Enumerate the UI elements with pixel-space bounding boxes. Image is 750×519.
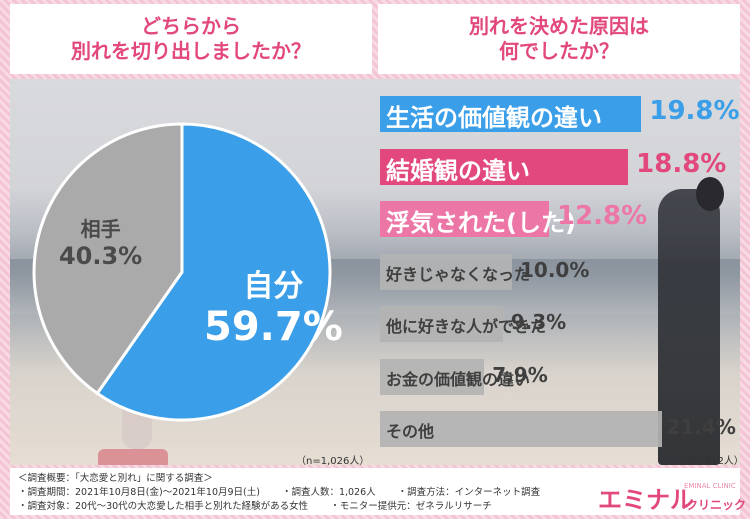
bar-5 (380, 358, 485, 395)
pie-sample-size: （n=1,026人） (296, 456, 370, 467)
bar-0 (380, 96, 642, 132)
pie-slice-value: 59.7% (204, 304, 343, 351)
survey-detail-item: ・調査方法：インターネット調査 (397, 487, 541, 498)
survey-details-row-2: ・調査対象：20代〜30代の大恋愛した相手と別れた経験がある女性 ・モニター提供元… (18, 500, 732, 514)
bar-value-label: 12.8% (556, 201, 648, 231)
survey-overview: ＜調査概要：「大恋愛と別れ」に関する調査＞ (18, 473, 213, 484)
pie-slice-name: 相手 (80, 216, 121, 241)
logo-sub-text: クリニック (686, 498, 747, 512)
bar-category-label: 生活の価値観の違い (386, 104, 602, 132)
pie-slice-label-0: 自分 59.7% (198, 261, 348, 349)
bar-value-label: 19.8% (649, 96, 740, 126)
bar-category-label: その他 (386, 422, 435, 441)
bar-category-label: 浮気された(した) (386, 209, 576, 237)
bar-question-text: 別れを決めた原因は 何でしたか？ (469, 14, 649, 63)
bar-2 (380, 201, 549, 237)
bar-value-label: 9.3% (510, 310, 567, 334)
survey-detail-item: ・調査対象：20代〜30代の大恋愛した相手と別れた経験がある女性 (18, 501, 309, 512)
clinic-logo: エミナル EMINAL CLINIC クリニック (598, 478, 746, 514)
survey-detail-item: ・調査期間：2021年10月8日(金)〜2021年10月9日(土) (18, 487, 260, 498)
survey-detail-item: ・調査人数：1,026人 (281, 487, 376, 498)
survey-footer: ＜調査概要：「大恋愛と別れ」に関する調査＞ ・調査期間：2021年10月8日(金… (10, 468, 740, 515)
bar-3 (380, 253, 512, 290)
bar-1 (380, 148, 629, 185)
photo-figure-man-head (696, 177, 724, 211)
bar-value-label: 10.0% (520, 257, 590, 282)
bar-category-label: お金の価値観の違い (386, 369, 531, 389)
pie-slice-label-1: 相手 40.3% (56, 213, 146, 270)
logo-tiny-text: EMINAL CLINIC (684, 482, 736, 490)
bar-question-header: 別れを決めた原因は 何でしたか？ (378, 4, 740, 74)
pie-slice-value: 40.3% (58, 241, 143, 270)
pie-slice-name: 自分 (243, 269, 304, 305)
pie-question-header: どちらから 別れを切り出しましたか？ (10, 4, 372, 74)
bar-sample-size: （n=612人） (680, 456, 744, 467)
pie-slice-0 (95, 122, 332, 422)
bar-value-label: 18.8% (636, 148, 727, 179)
pie-question-text: どちらから 別れを切り出しましたか？ (71, 14, 311, 63)
bar-category-label: 他に好きな人ができた (386, 317, 547, 336)
survey-detail-item: ・モニター提供元：ゼネラルリサーチ (330, 501, 492, 512)
bar-category-label: 好きじゃなくなった (386, 264, 531, 284)
bar-value-label: 21.4% (666, 415, 736, 439)
bar-6 (380, 411, 663, 447)
bar-4 (380, 306, 503, 342)
bar-value-label: 7.9% (492, 362, 548, 387)
photo-figure-skirt (98, 449, 168, 465)
logo-main-text: エミナル (598, 486, 694, 514)
bar-category-label: 結婚観の違い (386, 156, 530, 185)
pie-slice-1 (32, 122, 184, 396)
photo-figure-man (658, 189, 720, 465)
survey-details-row-1: ・調査期間：2021年10月8日(金)〜2021年10月9日(土) ・調査人数：1… (18, 486, 732, 500)
